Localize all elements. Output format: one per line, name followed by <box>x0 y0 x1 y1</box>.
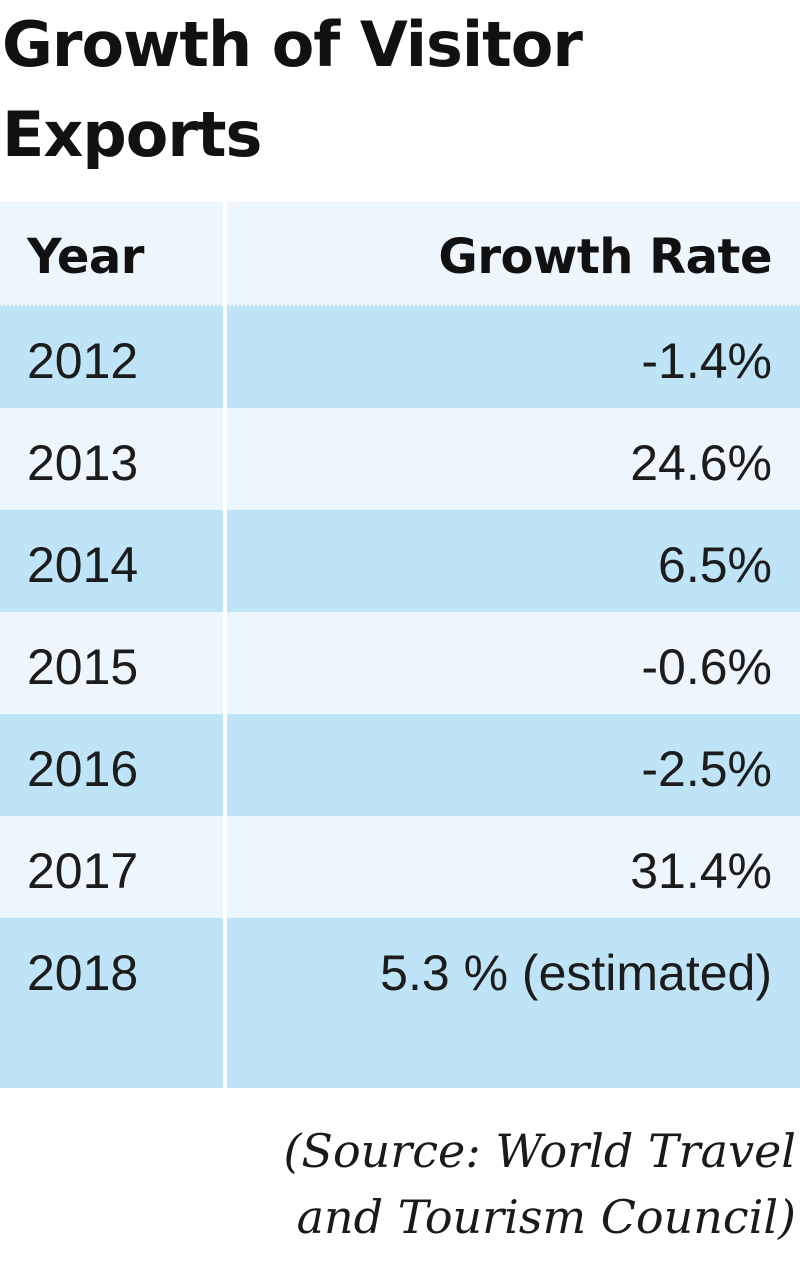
year-cell: 2017 <box>27 843 139 899</box>
table-row: 2012 -1.4% <box>0 306 800 408</box>
growth-rate-cell: 5.3 % (estimated) <box>380 945 772 1001</box>
source-line: and Tourism Council) <box>296 1190 796 1244</box>
table-row: 2014 6.5% <box>0 510 800 612</box>
growth-rate-cell: 24.6% <box>630 435 772 491</box>
growth-rate-cell: -0.6% <box>641 639 772 695</box>
table-row: 2017 31.4% <box>0 816 800 918</box>
year-cell: 2016 <box>27 741 139 797</box>
growth-rate-cell: -2.5% <box>641 741 772 797</box>
chart-title: Growth of Visitor Exports <box>2 8 583 171</box>
source-note: (Source: World Travel and Tourism Counci… <box>36 1118 796 1250</box>
growth-rate-cell: 6.5% <box>658 537 772 593</box>
growth-rate-cell: 31.4% <box>630 843 772 899</box>
year-cell: 2015 <box>27 639 139 695</box>
source-line: (Source: World Travel <box>283 1124 796 1178</box>
growth-rate-cell: -1.4% <box>641 333 772 389</box>
table-row: 2018 5.3 % (estimated) <box>0 918 800 1088</box>
year-cell: 2018 <box>27 945 139 1001</box>
column-divider <box>223 202 227 1088</box>
table-row: 2016 -2.5% <box>0 714 800 816</box>
growth-table: Year Growth Rate 2012 -1.4% 2013 24.6% 2… <box>0 202 800 1088</box>
year-cell: 2012 <box>27 333 139 389</box>
table-header-row: Year Growth Rate <box>0 202 800 306</box>
growth-rate-column-header: Growth Rate <box>438 229 772 285</box>
table-row: 2015 -0.6% <box>0 612 800 714</box>
year-cell: 2013 <box>27 435 139 491</box>
year-cell: 2014 <box>27 537 139 593</box>
year-column-header: Year <box>27 229 144 285</box>
table-row: 2013 24.6% <box>0 408 800 510</box>
